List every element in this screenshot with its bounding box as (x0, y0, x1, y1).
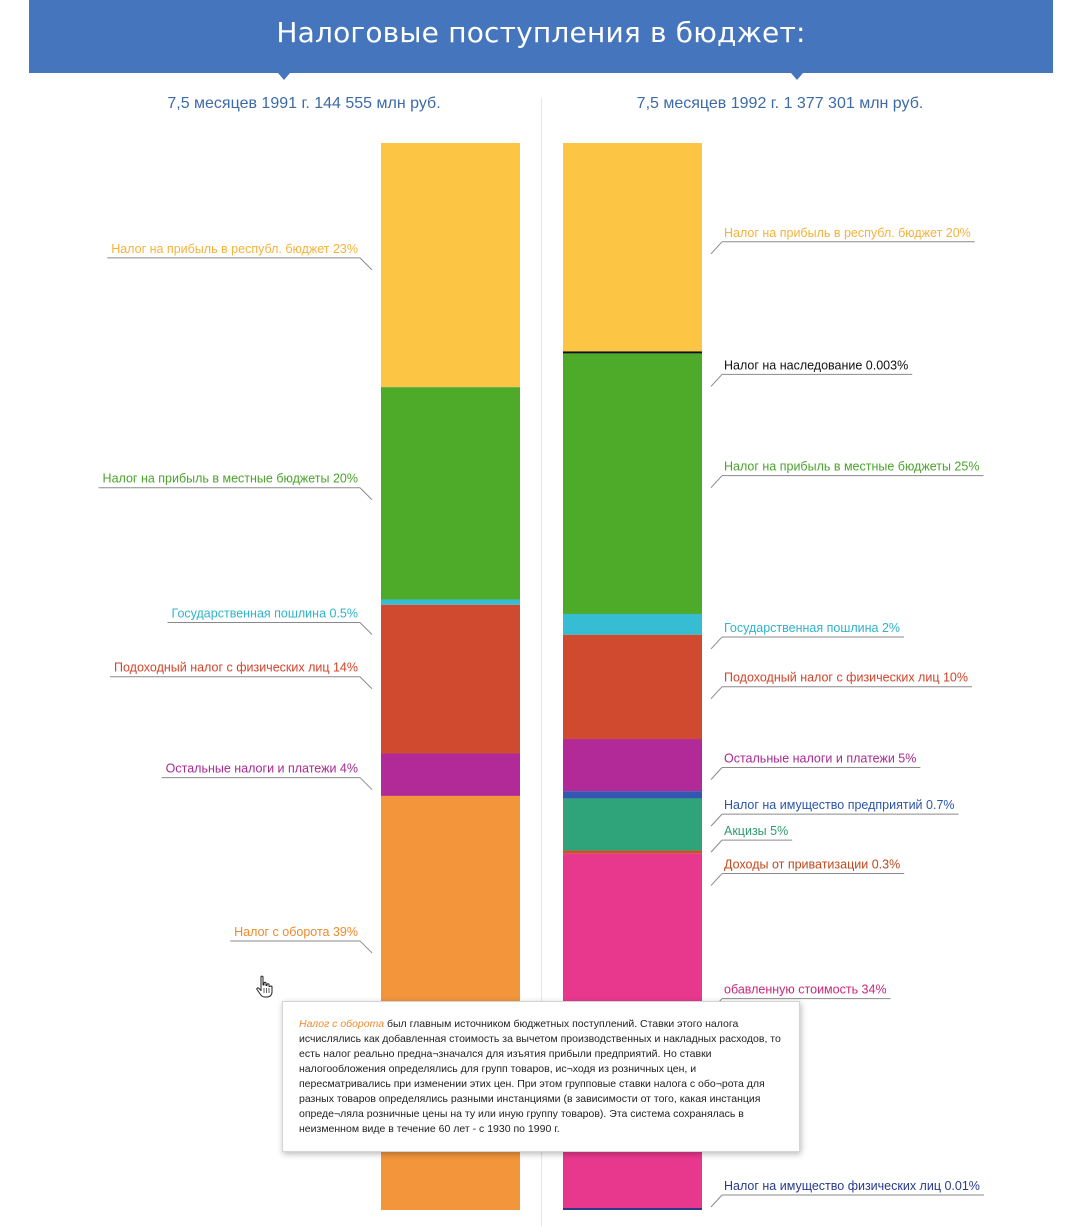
bar-1992-segment-9 (563, 850, 702, 854)
leader-line-6 (359, 940, 373, 954)
label-1992-1: Налог на прибыль в республ. бюджет 20% (724, 226, 971, 240)
label-1991-6: Налог с оборота 39% (234, 925, 358, 939)
label-1991-1: Налог на прибыль в республ. бюджет 23% (111, 242, 358, 256)
label-1992-7: Налог на имущество предприятий 0.7% (724, 798, 955, 812)
bar-1991-segment-1 (381, 143, 520, 388)
leader-line-r-5 (710, 686, 723, 700)
bar-1992-segment-3 (563, 353, 702, 614)
leader-line-r-8 (710, 839, 723, 853)
bar-1991-segment-2 (381, 387, 520, 600)
column-divider (541, 98, 542, 1226)
bar-1991-segment-5 (381, 753, 520, 796)
bar-1992-segment-4 (563, 613, 702, 635)
label-1991-5: Остальные налоги и платежи 4% (166, 762, 358, 776)
bar-1992-segment-7 (563, 791, 702, 799)
leader-line-r-1 (710, 241, 723, 255)
label-1992-2: Налог на наследование 0.003% (724, 358, 908, 372)
hand-pointer-icon (256, 975, 273, 998)
leader-line-r-4 (710, 636, 723, 650)
label-1992-4: Государственная пошлина 2% (724, 621, 900, 635)
label-1992-6: Остальные налоги и платежи 5% (724, 751, 916, 765)
leader-line-4 (359, 676, 373, 690)
label-1992-10: обавленную стоимость 34% (724, 983, 887, 997)
leader-line-r-6 (710, 767, 723, 780)
label-1991-3: Государственная пошлина 0.5% (172, 607, 358, 621)
title-banner: Налоговые поступления в бюджет: (29, 0, 1053, 73)
bar-1992-segment-1 (563, 143, 702, 352)
bar-1992-segment-5 (563, 634, 702, 740)
bar-1991-segment-4 (381, 604, 520, 754)
label-1992-3: Налог на прибыль в местные бюджеты 25% (724, 460, 979, 474)
label-1992-5: Подоходный налог с физических лиц 10% (724, 671, 968, 685)
page-title: Налоговые поступления в бюджет: (276, 16, 806, 49)
tooltip-term: Налог с оборота (299, 1018, 385, 1030)
column-title-1992: 7,5 месяцев 1992 г. 1 377 301 млн руб. (636, 95, 924, 112)
leader-line-3 (359, 622, 373, 635)
label-1992-9: Доходы от приватизации 0.3% (724, 858, 900, 872)
bar-1992-segment-6 (563, 739, 702, 792)
bar-1992-segment-2 (563, 351, 702, 354)
leader-line-r-11 (710, 1194, 723, 1208)
column-title-1991: 7,5 месяцев 1991 г. 144 555 млн руб. (167, 95, 441, 112)
leader-line-2 (359, 487, 373, 501)
bar-1991-segment-3 (381, 599, 520, 605)
leader-line-5 (359, 777, 373, 790)
leader-line-r-7 (710, 813, 723, 827)
label-1992-8: Акцизы 5% (724, 824, 788, 838)
leader-line-r-3 (710, 475, 723, 489)
bar-1992-segment-11 (563, 1208, 702, 1210)
tooltip-text: был главным источником бюджетных поступл… (299, 1018, 781, 1135)
label-1991-2: Налог на прибыль в местные бюджеты 20% (103, 472, 358, 486)
label-1992-11: Налог на имущество физических лиц 0.01% (724, 1179, 980, 1193)
leader-line-r-2 (710, 374, 723, 387)
leader-line-1 (359, 257, 373, 271)
bar-1992-segment-8 (563, 798, 702, 851)
label-1991-4: Подоходный налог с физических лиц 14% (114, 661, 358, 675)
banner-pointer-left (278, 73, 290, 80)
leader-line-r-9 (710, 873, 723, 886)
banner-pointer-right (791, 73, 803, 80)
info-tooltip: Налог с оборота был главным источником б… (282, 1001, 800, 1152)
